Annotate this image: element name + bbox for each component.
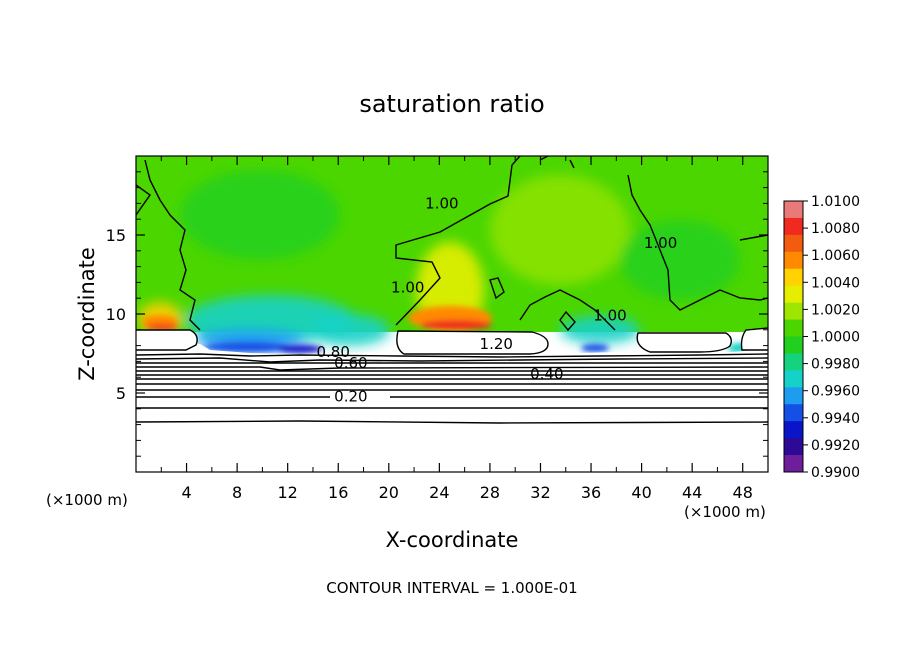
colorbar-swatch [784, 438, 803, 456]
x-tick-label: 12 [278, 483, 298, 502]
contour-label: 0.60 [334, 354, 367, 372]
y-tick-label: 10 [106, 305, 126, 324]
colorbar-swatch [784, 421, 803, 439]
colorbar-label: 1.0040 [811, 275, 860, 291]
x-unit-label-left: (×1000 m) [46, 491, 128, 509]
x-tick-label: 48 [733, 483, 753, 502]
y-tick-label: 15 [106, 226, 126, 245]
contour-label: 0.80 [316, 343, 349, 361]
contour-labels: 1.00 1.00 1.00 1.00 1.20 0.800.60 0.40 0.20 [316, 195, 677, 406]
colorbar-swatch [784, 217, 803, 236]
x-axis-label: X-coordinate [386, 528, 519, 552]
colorbar-swatch [784, 387, 803, 405]
x-tick-label: 4 [181, 483, 191, 502]
colorbar-label: 0.9980 [811, 357, 860, 373]
x-unit-label-right: (×1000 m) [684, 503, 766, 521]
contour-label: 1.00 [391, 278, 424, 296]
colorbar-swatch [784, 455, 803, 473]
x-tick-label: 24 [429, 483, 449, 502]
colorbar-swatch [784, 251, 803, 270]
chart-title: saturation ratio [359, 90, 544, 118]
x-tick-label: 8 [232, 483, 242, 502]
x-tick-label: 16 [328, 483, 348, 502]
colorbar-label: 1.0080 [811, 221, 860, 237]
colorbar-label: 0.9900 [811, 465, 860, 481]
colorbar-swatch [784, 353, 803, 371]
colorbar-swatch [784, 268, 803, 287]
x-tick-label: 28 [480, 483, 500, 502]
x-tick-label: 32 [530, 483, 550, 502]
contour-label: 1.20 [480, 335, 513, 353]
colorbar-swatch [784, 234, 803, 253]
colorbar-swatch [784, 404, 803, 422]
x-tick-label: 20 [379, 483, 399, 502]
colorbar-swatch [784, 370, 803, 388]
colorbar [783, 200, 804, 473]
x-tick-label: 44 [682, 483, 702, 502]
colorbar-label: 1.0060 [811, 248, 860, 264]
colorbar-label: 0.9920 [811, 438, 860, 454]
colorbar-label: 0.9940 [811, 411, 860, 427]
colorbar-swatch [784, 201, 803, 219]
x-tick-label: 40 [631, 483, 651, 502]
contour-lines [136, 156, 768, 424]
colorbar-label: 1.0100 [811, 194, 860, 210]
colorbar-swatch [784, 319, 803, 337]
contour-label: 1.00 [644, 234, 677, 252]
contour-label: 1.00 [593, 307, 626, 325]
colorbar-labels: 1.0100 1.0080 1.0060 1.0040 1.0020 1.0000 0.99… [803, 194, 860, 481]
colorbar-swatch [784, 336, 803, 354]
colorbar-label: 1.0020 [811, 302, 860, 318]
heatmap-field [136, 156, 768, 472]
contour-interval-note: CONTOUR INTERVAL = 1.000E-01 [326, 579, 577, 597]
colorbar-swatch [784, 302, 803, 321]
x-axis: 4 8 12 16 20 24 28 32 36 40 44 48 [160, 156, 753, 502]
colorbar-label: 1.0000 [811, 330, 860, 346]
contour-label: 0.40 [530, 365, 563, 383]
y-tick-label: 5 [116, 384, 126, 403]
y-axis: 5 10 15 [106, 171, 768, 457]
colorbar-swatch [784, 285, 803, 304]
contour-label: 0.20 [334, 387, 367, 405]
x-tick-label: 36 [581, 483, 601, 502]
contour-label: 1.00 [425, 195, 458, 213]
y-axis-label: Z-coordinate [75, 247, 99, 381]
colorbar-label: 0.9960 [811, 384, 860, 400]
